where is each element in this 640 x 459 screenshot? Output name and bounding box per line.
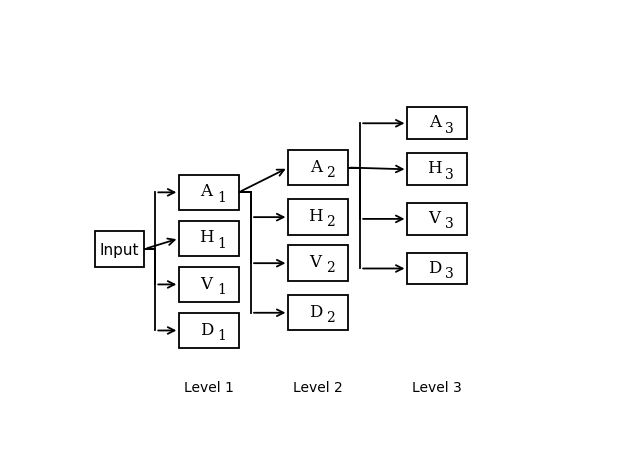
Text: Input: Input bbox=[100, 242, 140, 257]
Text: A: A bbox=[310, 158, 322, 175]
Text: 2: 2 bbox=[326, 261, 335, 275]
FancyBboxPatch shape bbox=[179, 175, 239, 211]
FancyBboxPatch shape bbox=[288, 296, 348, 331]
Text: V: V bbox=[429, 209, 440, 226]
FancyBboxPatch shape bbox=[179, 221, 239, 257]
Text: D: D bbox=[200, 321, 213, 338]
Text: H: H bbox=[199, 229, 214, 246]
Text: V: V bbox=[310, 254, 322, 271]
FancyBboxPatch shape bbox=[179, 267, 239, 302]
Text: Level 1: Level 1 bbox=[184, 381, 234, 394]
FancyBboxPatch shape bbox=[408, 253, 467, 285]
Text: Level 2: Level 2 bbox=[293, 381, 343, 394]
FancyBboxPatch shape bbox=[408, 154, 467, 186]
Text: A: A bbox=[200, 183, 212, 200]
FancyBboxPatch shape bbox=[179, 313, 239, 348]
Text: H: H bbox=[428, 160, 442, 177]
FancyBboxPatch shape bbox=[95, 232, 145, 267]
Text: D: D bbox=[309, 303, 323, 320]
Text: 3: 3 bbox=[445, 266, 454, 280]
Text: Level 3: Level 3 bbox=[412, 381, 462, 394]
FancyBboxPatch shape bbox=[408, 108, 467, 140]
Text: D: D bbox=[428, 259, 442, 276]
Text: 3: 3 bbox=[445, 217, 454, 231]
Text: A: A bbox=[429, 114, 440, 131]
Text: 3: 3 bbox=[445, 167, 454, 181]
Text: 1: 1 bbox=[217, 328, 226, 342]
Text: 2: 2 bbox=[326, 310, 335, 325]
Text: 2: 2 bbox=[326, 165, 335, 179]
Text: 2: 2 bbox=[326, 215, 335, 229]
Text: V: V bbox=[200, 275, 212, 292]
FancyBboxPatch shape bbox=[288, 200, 348, 235]
Text: 3: 3 bbox=[445, 121, 454, 135]
FancyBboxPatch shape bbox=[288, 151, 348, 186]
Text: H: H bbox=[308, 208, 323, 225]
FancyBboxPatch shape bbox=[288, 246, 348, 281]
Text: 1: 1 bbox=[217, 190, 226, 204]
Text: 1: 1 bbox=[217, 236, 226, 250]
FancyBboxPatch shape bbox=[408, 203, 467, 235]
Text: 1: 1 bbox=[217, 282, 226, 296]
